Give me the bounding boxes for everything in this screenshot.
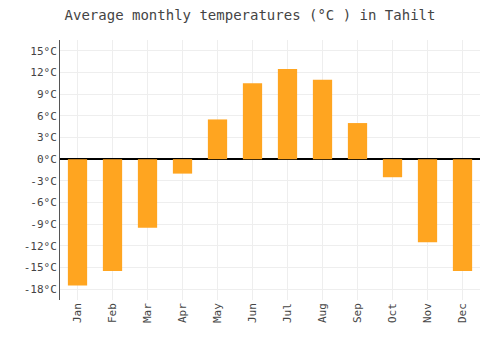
- svg-text:Jan: Jan: [71, 303, 84, 323]
- svg-text:-3°C: -3°C: [30, 175, 57, 188]
- svg-text:6°C: 6°C: [37, 110, 57, 123]
- svg-text:0°C: 0°C: [37, 153, 57, 166]
- svg-text:Average monthly temperatures (: Average monthly temperatures (°C ) in Ta…: [65, 7, 436, 23]
- svg-text:12°C: 12°C: [30, 66, 57, 79]
- svg-text:3°C: 3°C: [37, 131, 57, 144]
- svg-text:Apr: Apr: [176, 303, 189, 323]
- svg-text:Dec: Dec: [456, 303, 469, 323]
- svg-text:-12°C: -12°C: [24, 240, 57, 253]
- svg-text:Oct: Oct: [386, 303, 399, 323]
- svg-text:-6°C: -6°C: [30, 196, 57, 209]
- svg-text:-18°C: -18°C: [24, 283, 57, 296]
- svg-text:9°C: 9°C: [37, 88, 57, 101]
- svg-text:15°C: 15°C: [30, 45, 57, 58]
- svg-text:-9°C: -9°C: [30, 218, 57, 231]
- svg-text:Sep: Sep: [351, 303, 364, 323]
- svg-text:Jun: Jun: [246, 303, 259, 323]
- svg-text:-15°C: -15°C: [24, 261, 57, 274]
- svg-text:Aug: Aug: [316, 303, 329, 323]
- svg-text:Mar: Mar: [141, 303, 154, 323]
- svg-text:Jul: Jul: [281, 303, 294, 323]
- svg-text:Nov: Nov: [421, 303, 434, 323]
- svg-text:May: May: [211, 303, 224, 323]
- svg-text:Feb: Feb: [106, 303, 119, 323]
